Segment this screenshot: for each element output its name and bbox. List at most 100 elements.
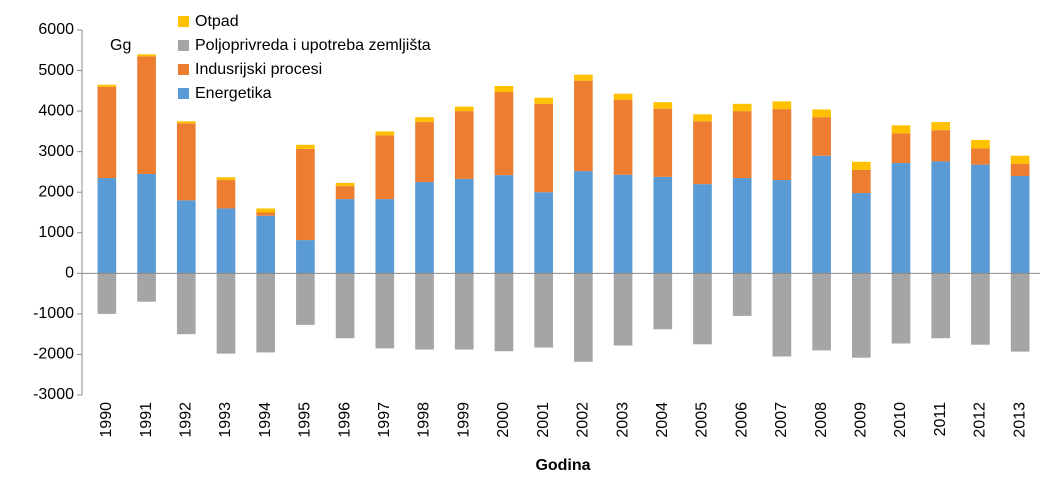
bar-segment — [534, 103, 553, 193]
x-tick-label: 1998 — [416, 402, 433, 438]
bar-segment — [494, 175, 514, 274]
bar-segment — [891, 125, 911, 134]
legend-label: Poljoprivreda i upotreba zemljišta — [195, 37, 431, 54]
bar-segment — [256, 208, 276, 213]
x-tick-label: 1992 — [177, 402, 194, 438]
bar-segment — [534, 97, 553, 104]
unit-annotation: Gg — [110, 37, 131, 54]
bar-segment — [176, 121, 196, 124]
y-tick-label: 1000 — [38, 224, 74, 241]
x-tick-label: 1993 — [217, 402, 234, 438]
y-tick-label: 6000 — [38, 21, 74, 38]
bar-segment — [812, 109, 831, 118]
x-tick-label: 1996 — [336, 402, 353, 438]
bar-segment — [891, 163, 911, 274]
bar-segment — [772, 180, 792, 274]
bar-segment — [494, 92, 514, 176]
bar-segment — [971, 139, 990, 149]
x-tick-label: 2008 — [813, 402, 830, 438]
bar-segment — [931, 122, 951, 131]
bar-segment — [256, 215, 276, 274]
bar-segment — [534, 192, 553, 274]
bar-segment — [375, 199, 395, 274]
x-tick-label: 2002 — [575, 402, 592, 438]
bar-segment — [97, 86, 117, 179]
y-tick-label: 4000 — [38, 102, 74, 119]
bar-segment — [454, 106, 474, 112]
bar-segment — [454, 273, 474, 350]
bar-segment — [732, 103, 752, 112]
y-tick-label: -2000 — [33, 346, 74, 363]
bar-segment — [693, 273, 712, 345]
legend-label: Indusrijski procesi — [195, 61, 322, 78]
bar-segment — [176, 200, 196, 274]
bar-segment — [415, 122, 434, 183]
bar-segment — [375, 273, 395, 349]
legend-swatch — [178, 64, 189, 75]
y-tick-label: 0 — [65, 265, 74, 282]
bar-segment — [415, 182, 434, 274]
bar-segment — [494, 85, 514, 93]
x-tick-label: 1994 — [257, 402, 274, 438]
bar-segment — [335, 199, 355, 274]
legend-label: Otpad — [195, 13, 239, 30]
x-tick-label: 2010 — [892, 402, 909, 438]
bar-segment — [296, 240, 315, 274]
bar-segment — [137, 56, 156, 174]
bar-segment — [732, 178, 752, 274]
x-tick-label: 1991 — [138, 402, 155, 438]
bar-segment — [176, 123, 196, 201]
legend-swatch — [178, 88, 189, 99]
x-tick-label: 2001 — [535, 402, 552, 438]
x-tick-label: 1997 — [376, 402, 393, 438]
x-tick-label: 2011 — [932, 402, 949, 437]
y-tick-label: -1000 — [33, 305, 74, 322]
bar-segment — [97, 84, 117, 87]
x-tick-label: 2006 — [733, 402, 750, 438]
bar-segment — [256, 212, 276, 216]
bar-segment — [851, 273, 871, 358]
bar-segment — [613, 174, 633, 274]
bar-segment — [812, 117, 831, 156]
x-tick-label: 1999 — [455, 402, 472, 438]
bar-segment — [97, 273, 117, 314]
bar-segment — [454, 111, 474, 179]
legend-label: Energetika — [195, 85, 272, 102]
legend-swatch — [178, 40, 189, 51]
bar-segment — [574, 80, 593, 172]
bar-segment — [335, 182, 355, 187]
bar-segment — [296, 144, 315, 149]
bar-segment — [574, 171, 593, 274]
x-tick-label: 2005 — [694, 402, 711, 438]
bar-segment — [693, 121, 712, 185]
bar-segment — [1010, 163, 1030, 176]
y-tick-label: -3000 — [33, 386, 74, 403]
bar-segment — [851, 193, 871, 274]
bar-segment — [613, 93, 633, 100]
bar-segment — [335, 273, 355, 339]
bar-segment — [931, 161, 951, 274]
bar-segment — [931, 130, 951, 162]
x-tick-label: 2000 — [495, 402, 512, 438]
bar-segment — [1010, 176, 1030, 274]
bar-segment — [931, 273, 951, 339]
bar-segment — [216, 177, 236, 181]
bar-segment — [1010, 273, 1030, 352]
bar-segment — [335, 186, 355, 200]
bar-segment — [1010, 155, 1030, 164]
bar-segment — [454, 178, 474, 274]
y-tick-label: 5000 — [38, 62, 74, 79]
x-tick-label: 1990 — [98, 402, 115, 438]
bar-segment — [256, 273, 276, 353]
bar-segment — [732, 111, 752, 179]
bar-segment — [574, 74, 593, 81]
bar-segment — [97, 178, 117, 274]
bar-segment — [375, 135, 395, 200]
bar-segment — [851, 161, 871, 170]
x-tick-label: 2003 — [614, 402, 631, 438]
bar-segment — [176, 273, 196, 335]
bar-segment — [296, 273, 315, 325]
bar-segment — [574, 273, 593, 362]
bar-segment — [216, 208, 236, 274]
x-tick-label: 2009 — [853, 402, 870, 438]
